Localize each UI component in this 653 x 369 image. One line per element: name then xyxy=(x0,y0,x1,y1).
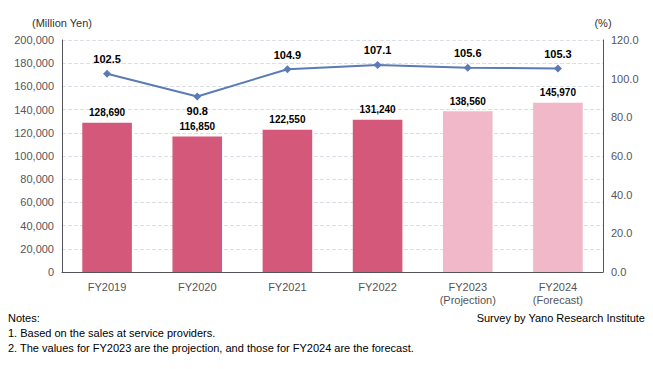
svg-text:(Forecast): (Forecast) xyxy=(533,294,583,306)
svg-text:FY2019: FY2019 xyxy=(88,281,127,293)
svg-text:105.3: 105.3 xyxy=(544,48,572,60)
svg-text:Survey by Yano Research Instit: Survey by Yano Research Institute xyxy=(477,312,645,324)
svg-text:40.0: 40.0 xyxy=(611,189,632,201)
svg-text:FY2023: FY2023 xyxy=(448,281,487,293)
svg-text:FY2021: FY2021 xyxy=(268,281,307,293)
svg-text:(Projection): (Projection) xyxy=(440,294,496,306)
svg-text:2. The values for FY2023 are t: 2. The values for FY2023 are the project… xyxy=(8,342,414,354)
svg-text:131,240: 131,240 xyxy=(360,104,397,115)
svg-text:FY2020: FY2020 xyxy=(178,281,217,293)
svg-text:180,000: 180,000 xyxy=(14,57,54,69)
svg-text:120.0: 120.0 xyxy=(611,34,639,46)
svg-text:80.0: 80.0 xyxy=(611,111,632,123)
svg-text:Notes:: Notes: xyxy=(8,312,40,324)
svg-text:200,000: 200,000 xyxy=(14,34,54,46)
svg-text:122,550: 122,550 xyxy=(269,114,306,125)
svg-text:80,000: 80,000 xyxy=(20,173,54,185)
svg-text:140,000: 140,000 xyxy=(14,104,54,116)
svg-text:100,000: 100,000 xyxy=(14,150,54,162)
svg-text:(Million Yen): (Million Yen) xyxy=(32,17,92,29)
svg-text:60,000: 60,000 xyxy=(20,196,54,208)
svg-text:100.0: 100.0 xyxy=(611,73,639,85)
svg-text:40,000: 40,000 xyxy=(20,220,54,232)
svg-text:0: 0 xyxy=(48,266,54,278)
svg-text:1. Based on the sales at servi: 1. Based on the sales at service provide… xyxy=(8,327,215,339)
svg-text:FY2022: FY2022 xyxy=(358,281,397,293)
svg-text:116,850: 116,850 xyxy=(179,121,215,132)
svg-text:FY2024: FY2024 xyxy=(539,281,578,293)
svg-text:20.0: 20.0 xyxy=(611,227,632,239)
svg-text:60.0: 60.0 xyxy=(611,150,632,162)
svg-text:107.1: 107.1 xyxy=(364,44,392,56)
svg-text:20,000: 20,000 xyxy=(20,243,54,255)
svg-text:105.6: 105.6 xyxy=(454,47,482,59)
svg-text:128,690: 128,690 xyxy=(89,107,126,118)
svg-text:(%): (%) xyxy=(594,17,611,29)
svg-text:90.8: 90.8 xyxy=(187,105,208,117)
svg-text:145,970: 145,970 xyxy=(540,87,577,98)
svg-text:138,560: 138,560 xyxy=(450,96,487,107)
svg-text:0.0: 0.0 xyxy=(611,266,626,278)
svg-text:104.9: 104.9 xyxy=(274,49,302,61)
svg-text:102.5: 102.5 xyxy=(93,53,121,65)
svg-text:160,000: 160,000 xyxy=(14,80,54,92)
svg-text:120,000: 120,000 xyxy=(14,127,54,139)
